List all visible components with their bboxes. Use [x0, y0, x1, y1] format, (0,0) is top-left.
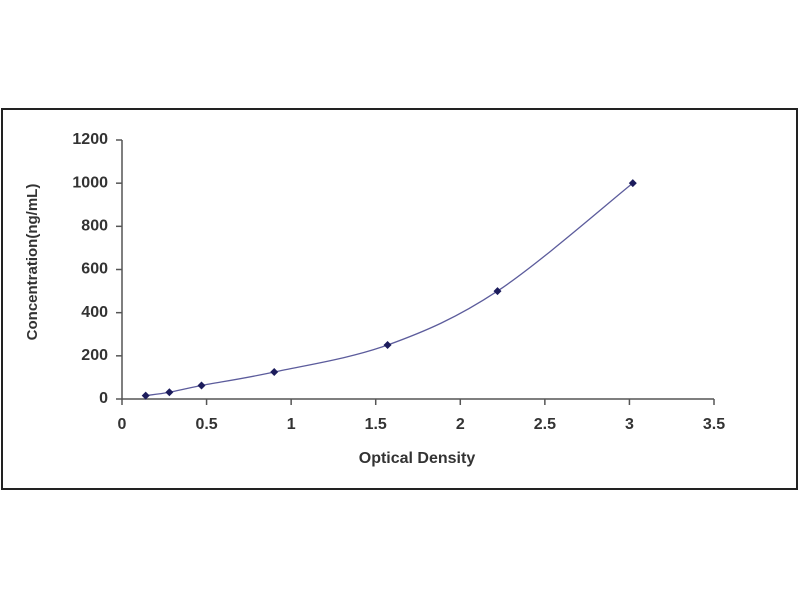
- x-tick-label: 3.5: [703, 416, 725, 433]
- y-tick-label: 800: [81, 218, 108, 235]
- x-axis-title: Optical Density: [359, 450, 476, 467]
- data-point: [383, 341, 392, 350]
- data-point: [493, 287, 502, 296]
- data-point: [628, 179, 637, 188]
- y-tick-label: 1200: [72, 131, 108, 148]
- y-tick-label: 400: [81, 304, 108, 321]
- x-tick-label: 3: [625, 416, 634, 433]
- x-tick-label: 0.5: [195, 416, 217, 433]
- data-point: [141, 391, 150, 400]
- y-tick-label: 600: [81, 261, 108, 278]
- x-tick-label: 2.5: [534, 416, 556, 433]
- y-axis-title: Concentration(ng/mL): [24, 184, 41, 341]
- x-tick-label: 1: [287, 416, 296, 433]
- x-tick-label: 1.5: [365, 416, 387, 433]
- y-tick-label: 1000: [72, 174, 108, 191]
- data-point: [165, 388, 174, 397]
- fit-curve: [145, 182, 634, 397]
- data-point: [197, 381, 206, 390]
- y-tick-label: 200: [81, 347, 108, 364]
- x-tick-label: 0: [118, 416, 127, 433]
- x-tick-label: 2: [456, 416, 465, 433]
- chart-frame: [1, 108, 798, 490]
- data-point: [270, 368, 279, 377]
- y-tick-label: 0: [99, 390, 108, 407]
